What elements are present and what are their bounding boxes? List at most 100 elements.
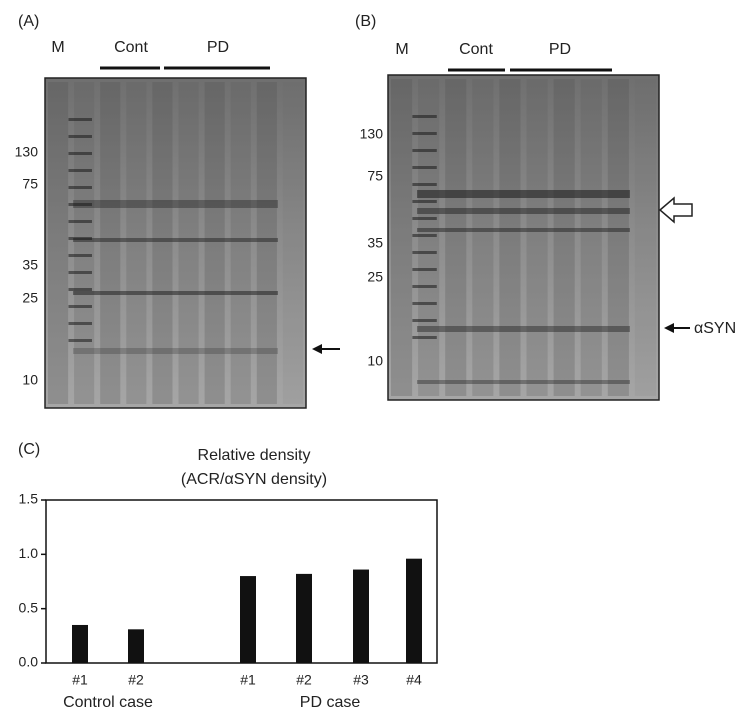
marker-band <box>68 237 92 240</box>
x-tick-label: #4 <box>406 672 422 688</box>
group-label: Control case <box>63 694 153 711</box>
gel-lane <box>126 82 147 404</box>
size-marker: 75 <box>367 168 383 184</box>
gel-lane <box>391 79 413 396</box>
gel-lane <box>152 82 173 404</box>
gel-lane <box>580 79 602 396</box>
y-tick-label: 1.5 <box>19 491 39 507</box>
x-tick-label: #1 <box>240 672 256 688</box>
marker-band <box>68 169 92 172</box>
marker-band <box>68 339 92 342</box>
chart: 0.0 0.5 1.0 1.5 #1 #2 #1 #2 #3 #4 Control case PD c… <box>19 491 422 711</box>
gel-lane <box>634 79 656 396</box>
panel-label: (C) <box>18 441 40 458</box>
marker-band <box>412 234 437 237</box>
gel-lane <box>230 82 251 404</box>
gel-lane <box>526 79 548 396</box>
marker-band <box>412 302 437 305</box>
x-tick-label: #2 <box>296 672 312 688</box>
gel-lane <box>204 82 225 404</box>
bar <box>240 576 256 663</box>
gel-image <box>387 74 660 401</box>
lane-label: PD <box>549 41 571 58</box>
bar <box>72 624 88 663</box>
marker-band <box>68 135 92 138</box>
chart-title: Relative density <box>198 447 311 464</box>
marker-band <box>412 336 437 339</box>
marker-band <box>412 183 437 186</box>
gel-lane <box>282 82 303 404</box>
gel-band <box>73 200 278 208</box>
lane-label: Cont <box>114 39 148 56</box>
size-marker: 75 <box>22 176 38 192</box>
marker-band <box>68 322 92 325</box>
bar <box>406 558 422 663</box>
gel-band <box>417 326 630 332</box>
size-marker: 35 <box>22 257 38 273</box>
gel-band <box>73 238 278 242</box>
x-tick-label: #2 <box>128 672 144 688</box>
y-tick-label: 0.5 <box>19 599 39 615</box>
gel-band <box>417 380 630 384</box>
bar <box>296 573 312 663</box>
gel-lane <box>607 79 629 396</box>
marker-band <box>68 118 92 121</box>
open-arrow <box>658 196 693 224</box>
gel-lane <box>178 82 199 404</box>
gel-band <box>417 208 630 214</box>
gel-lane <box>100 82 121 404</box>
gel-band <box>73 348 278 354</box>
marker-band <box>68 288 92 291</box>
bar <box>128 629 144 663</box>
marker-band <box>412 251 437 254</box>
arrow-head <box>664 323 674 333</box>
size-marker: 10 <box>367 353 383 369</box>
panel-label: (B) <box>355 13 376 30</box>
group-label: PD case <box>300 694 361 711</box>
gel-band <box>417 190 630 198</box>
size-marker: 25 <box>22 290 38 306</box>
marker-band <box>68 254 92 257</box>
marker-band <box>412 149 437 152</box>
marker-band <box>412 268 437 271</box>
gel-lane <box>445 79 467 396</box>
marker-band <box>412 217 437 220</box>
y-tick-label: 0.0 <box>19 654 39 670</box>
marker-band <box>68 220 92 223</box>
gel-lane <box>74 82 95 404</box>
gel-lane <box>553 79 575 396</box>
arrow-head <box>312 344 322 354</box>
marker-band <box>68 271 92 274</box>
marker-band <box>412 132 437 135</box>
arrow-label: αSYN <box>694 320 736 337</box>
size-marker: 130 <box>15 144 39 160</box>
gel-background <box>44 77 307 409</box>
y-tick-label: 1.0 <box>19 545 39 561</box>
marker-band <box>412 200 437 203</box>
bar <box>353 569 369 663</box>
gel-lane <box>418 79 440 396</box>
marker-band <box>412 285 437 288</box>
marker-band <box>68 203 92 206</box>
lane-label: Cont <box>459 41 493 58</box>
gel-lane <box>256 82 277 404</box>
chart-subtitle: (ACR/αSYN density) <box>181 471 327 488</box>
marker-band <box>412 319 437 322</box>
marker-band <box>68 305 92 308</box>
gel-image <box>44 77 307 409</box>
marker-band <box>68 186 92 189</box>
gel-band <box>73 291 278 295</box>
size-marker: 10 <box>22 372 38 388</box>
gel-background <box>387 74 660 401</box>
size-marker: 35 <box>367 235 383 251</box>
size-marker: 130 <box>360 126 384 142</box>
gel-lane <box>48 82 69 404</box>
x-tick-label: #1 <box>72 672 88 688</box>
gel-lane <box>472 79 494 396</box>
marker-band <box>412 115 437 118</box>
marker-band <box>68 152 92 155</box>
panel-label: (A) <box>18 13 39 30</box>
gel-lane <box>499 79 521 396</box>
x-tick-label: #3 <box>353 672 369 688</box>
